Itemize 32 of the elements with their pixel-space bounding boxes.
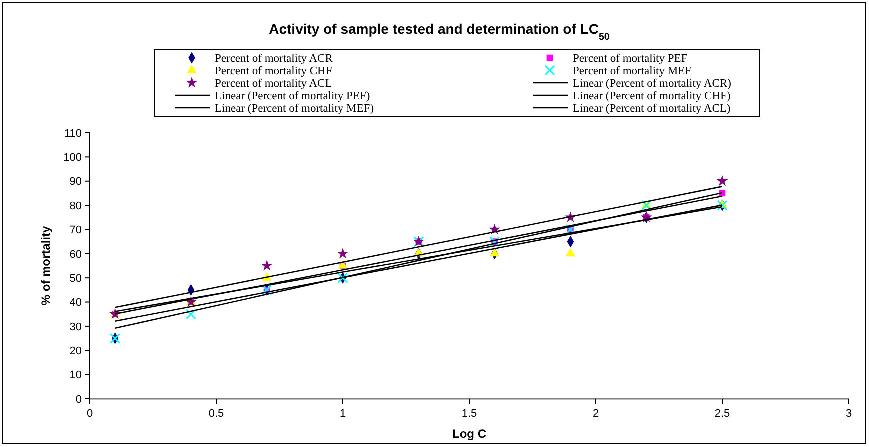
y-tick-label: 40 — [70, 297, 82, 310]
legend-label: Linear (Percent of mortality CHF) — [573, 90, 731, 103]
x-axis-title: Log C — [452, 427, 487, 441]
y-tick-label: 70 — [70, 224, 82, 237]
y-tick-label: 110 — [64, 128, 82, 140]
x-tick-label: 3 — [846, 408, 852, 420]
legend-label: Linear (Percent of mortality ACL) — [573, 103, 731, 116]
y-tick-label: 10 — [70, 370, 82, 382]
y-axis-title: % of mortality — [39, 226, 53, 306]
legend-label: Percent of mortality ACR — [215, 53, 334, 66]
legend-label: Linear (Percent of mortality ACR) — [573, 78, 732, 90]
y-tick-label: 50 — [70, 272, 82, 285]
y-tick-label: 90 — [70, 176, 82, 188]
legend-label: Percent of mortality ACL — [215, 78, 332, 90]
legend-label: Linear (Percent of mortality PEF) — [215, 90, 370, 103]
x-tick-label: 0 — [86, 408, 94, 420]
x-tick-label: 0.5 — [208, 408, 224, 420]
chart-title: Activity of sample tested and determination of LC$_{50}$ — [269, 21, 610, 42]
y-tick-label: 20 — [70, 345, 82, 358]
legend-label: Percent of mortality PEF — [573, 53, 688, 66]
y-tick-label: 0 — [76, 394, 82, 406]
y-tick-label: 30 — [70, 321, 82, 334]
legend-label: Percent of mortality CHF — [215, 66, 332, 78]
x-tick-label: 1.5 — [462, 408, 478, 420]
legend-label: Percent of mortality MEF — [573, 66, 692, 78]
y-tick-label: 100 — [64, 152, 82, 164]
x-tick-label: 2.5 — [714, 408, 730, 420]
x-tick-label: 1 — [340, 408, 346, 420]
y-tick-label: 80 — [70, 200, 82, 212]
y-tick-label: 60 — [70, 248, 82, 261]
legend-label: Linear (Percent of mortality MEF) — [215, 103, 374, 116]
x-tick-label: 2 — [592, 408, 600, 420]
